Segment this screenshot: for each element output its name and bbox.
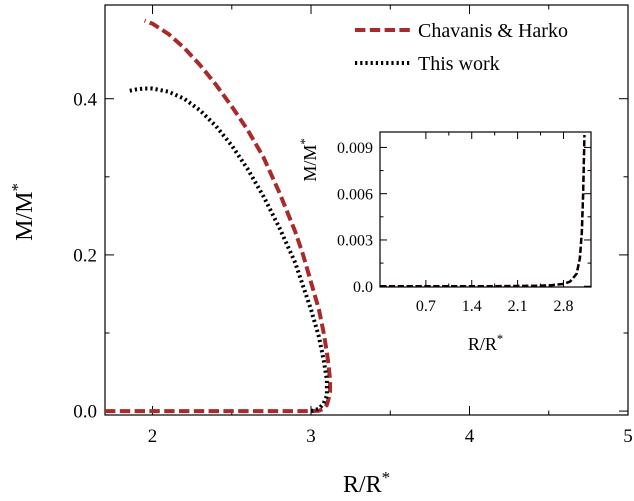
main-y-tick-label: 0.2 bbox=[73, 246, 97, 267]
inset-y-tick-label: 0.006 bbox=[337, 186, 373, 203]
main-series-line-2 bbox=[128, 86, 329, 414]
inset-x-axis-title: R/R* bbox=[468, 332, 503, 354]
main-y-tick-label: 0.0 bbox=[73, 402, 97, 423]
inset-x-tick-label: 1.4 bbox=[462, 298, 482, 315]
legend: Chavanis & Harko This work bbox=[355, 20, 568, 75]
inset-y-tick-label: 0.009 bbox=[337, 140, 373, 157]
inset-x-tick-label: 0.7 bbox=[416, 298, 436, 315]
main-x-tick-label: 2 bbox=[148, 426, 158, 447]
inset-chart: 0.7 1.4 2.1 2.8 0.0 0.003 0.006 0.009 R/R* M/M* bbox=[298, 131, 592, 354]
inset-y-tick-label: 0.003 bbox=[337, 233, 373, 250]
main-x-axis-title: R/R* bbox=[343, 468, 390, 499]
inset-y-axis-title: M/M* bbox=[298, 138, 320, 181]
main-x-tick-label: 5 bbox=[623, 426, 633, 447]
inset-plot-frame bbox=[379, 131, 592, 288]
inset-x-tick-label: 2.1 bbox=[508, 298, 528, 315]
inset-x-tick-label: 2.8 bbox=[553, 298, 573, 315]
legend-label-2: This work bbox=[418, 53, 500, 75]
main-y-axis-title: M/M* bbox=[8, 183, 39, 241]
main-y-tick-label: 0.4 bbox=[73, 89, 97, 110]
main-series-line-1 bbox=[105, 18, 333, 414]
legend-label-1: Chavanis & Harko bbox=[418, 20, 568, 42]
main-x-tick-label: 4 bbox=[465, 426, 475, 447]
inset-y-tick-label: 0.0 bbox=[353, 279, 373, 296]
main-x-tick-label: 3 bbox=[306, 426, 316, 447]
